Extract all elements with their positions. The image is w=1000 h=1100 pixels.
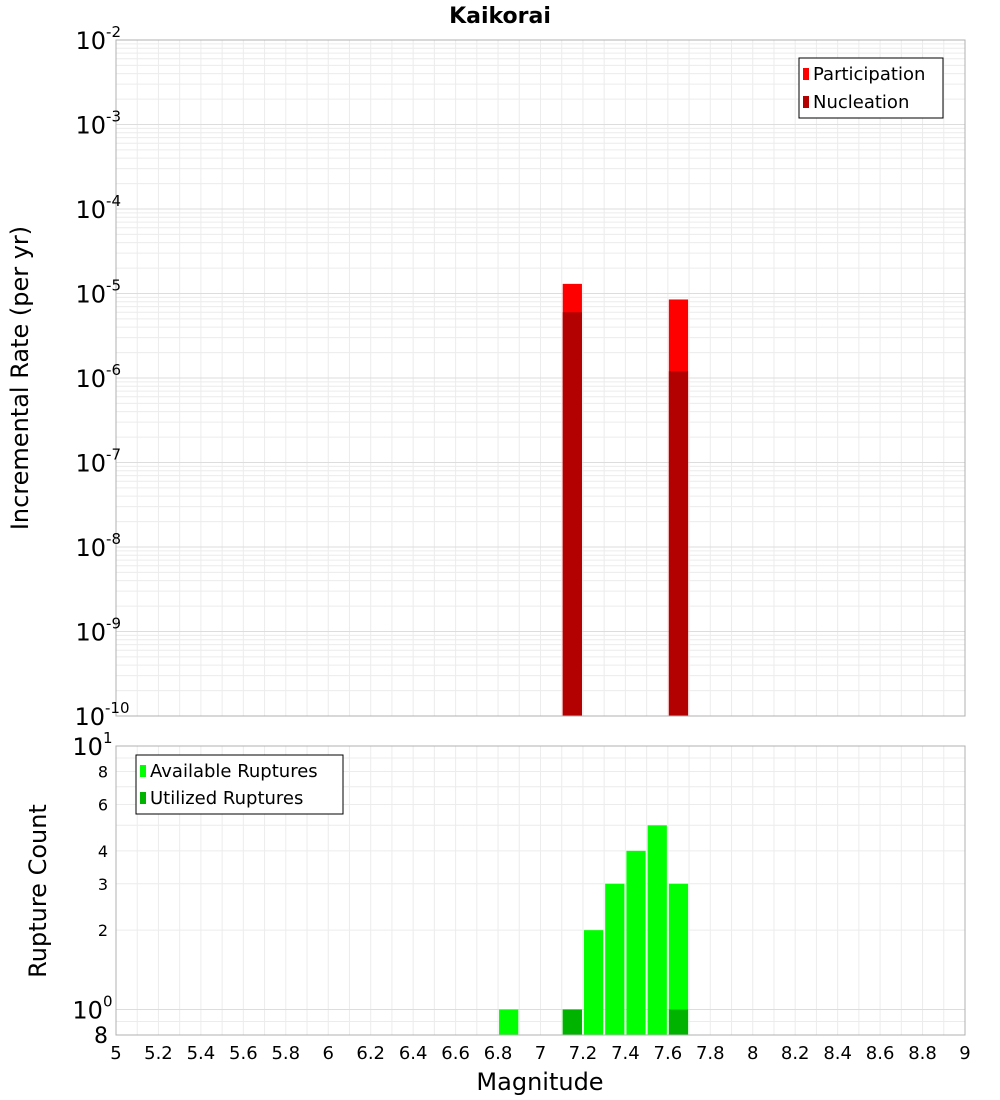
top-panel-grid [115,39,966,717]
rate-bar [562,312,582,716]
legend-label-available-ruptures: Available Ruptures [150,761,318,782]
rupture-count-y-tick-label: 8 [94,1024,108,1049]
x-tick-label: 8.2 [781,1043,810,1064]
x-tick-label: 6.2 [356,1043,385,1064]
x-tick-label: 8.4 [823,1043,852,1064]
rupture-count-y-tick-label: 100 [72,992,112,1024]
x-tick-label: 7.6 [654,1043,683,1064]
x-tick-label: 5 [110,1043,121,1064]
x-tick-label: 5.6 [229,1043,258,1064]
top-plot-frame [115,39,966,717]
legend-swatch-utilized-ruptures [140,792,146,804]
rate-y-tick-label: 10-8 [75,530,121,562]
top-y-axis-label: Incremental Rate (per yr) [6,226,34,530]
x-tick-label: 6.8 [484,1043,513,1064]
x-tick-label: 7.2 [569,1043,598,1064]
rupture-count-y-tick-label: 3 [98,875,108,894]
legend-label-nucleation: Nucleation [813,92,909,113]
x-tick-label: 5.4 [187,1043,216,1064]
x-tick-label: 8.8 [908,1043,937,1064]
rate-y-tick-label: 10-2 [75,23,121,55]
legend-swatch-nucleation [803,96,809,108]
rupture-count-bar [562,1009,582,1035]
rupture-count-y-tick-label: 4 [98,842,108,861]
bottom-legend-box [135,754,344,815]
rate-y-tick-label: 10-6 [75,361,121,393]
rate-y-tick-label: 10-7 [75,446,121,478]
x-tick-labels: 5 5.2 5.4 5.6 5.8 6 6.2 6.4 6.6 6.8 7 7.2 7.4 7.6 7.8 8… [110,1043,970,1064]
rate-bar [668,371,689,716]
rupture-count-y-tick-label: 101 [72,729,112,761]
rupture-count-bar [499,1009,519,1035]
rupture-count-bar [668,1009,689,1035]
bottom-panel-bars [499,825,689,1035]
legend-swatch-available-ruptures [140,765,146,777]
chart-title: Kaikorai [449,4,551,29]
x-axis-label: Magnitude [476,1068,603,1096]
legend-swatch-participation [803,68,809,80]
top-legend-box [798,57,944,119]
x-tick-label: 8.6 [866,1043,895,1064]
rate-y-tick-label: 10-10 [74,699,129,731]
bottom-y-axis-label: Rupture Count [24,804,52,978]
rupture-count-bar [626,850,646,1035]
top-y-tick-labels: 10-10 10-9 10-8 10-7 10-6 10-5 10-4 10-3 10-2 [74,23,129,731]
rupture-count-bar [605,883,625,1035]
x-tick-label: 9 [959,1043,970,1064]
rate-y-tick-label: 10-9 [75,615,121,647]
rupture-count-y-tick-label: 2 [98,921,108,940]
rupture-count-y-tick-label: 6 [98,795,108,814]
rupture-count-bar [647,825,667,1035]
rate-y-tick-label: 10-5 [75,277,121,309]
rupture-count-bar [583,930,604,1035]
rate-y-tick-label: 10-4 [75,192,121,224]
bottom-plot-frame [115,745,966,1036]
x-tick-label: 6 [323,1043,334,1064]
x-tick-label: 6.4 [399,1043,428,1064]
rupture-count-y-tick-label: 8 [98,763,108,782]
rate-y-tick-label: 10-3 [75,108,121,140]
x-tick-label: 8 [747,1043,758,1064]
top-panel-bars [562,283,689,716]
x-tick-label: 7.8 [696,1043,725,1064]
top-legend: Participation Nucleation [798,57,944,119]
x-tick-label: 6.6 [441,1043,470,1064]
x-tick-label: 7.4 [611,1043,640,1064]
x-tick-label: 7 [535,1043,546,1064]
legend-label-utilized-ruptures: Utilized Ruptures [150,788,303,809]
x-tick-label: 5.2 [144,1043,173,1064]
rupture-count-bar [668,883,689,1035]
bottom-legend: Available Ruptures Utilized Ruptures [135,754,344,815]
legend-label-participation: Participation [813,64,925,85]
x-tick-label: 5.8 [271,1043,300,1064]
